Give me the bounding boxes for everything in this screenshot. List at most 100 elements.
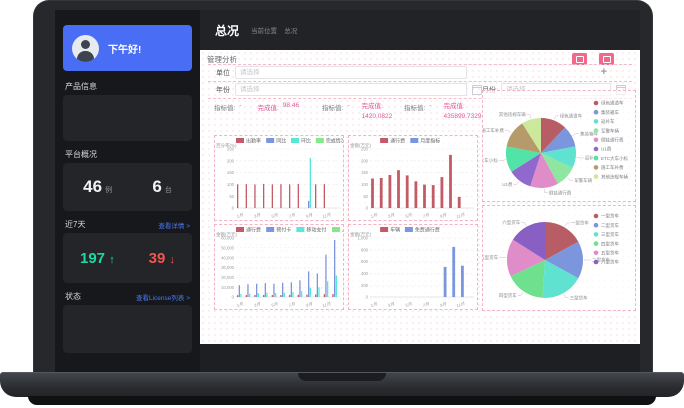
product-info-card xyxy=(63,95,192,141)
view-license-list-link[interactable]: 查看License列表 > xyxy=(135,294,190,302)
recent-7days-card: 197 ↑ 39 ↓ xyxy=(63,233,192,283)
dashboard-canvas: 管理分析 + 单位 xyxy=(200,50,640,344)
svg-text:1月: 1月 xyxy=(370,212,379,219)
section-title-recent7days: 近7天 xyxy=(65,220,86,229)
svg-text:月度指标: 月度指标 xyxy=(420,138,440,145)
svg-text:100: 100 xyxy=(227,182,235,187)
drag-handle-icon[interactable]: + xyxy=(600,66,607,78)
avatar xyxy=(72,34,99,62)
arrow-down-icon: ↓ xyxy=(169,253,176,266)
svg-text:通行费: 通行费 xyxy=(246,227,261,234)
done-value: 1420.0822 xyxy=(361,112,393,120)
svg-text:倒挂通行费: 倒挂通行费 xyxy=(601,137,624,144)
svg-text:返补车: 返补车 xyxy=(585,155,599,162)
svg-text:出勤率: 出勤率 xyxy=(246,138,261,145)
svg-text:六型货车: 六型货车 xyxy=(601,259,619,266)
svg-text:11月: 11月 xyxy=(456,301,466,309)
svg-text:二型货车: 二型货车 xyxy=(592,257,610,264)
svg-text:1月: 1月 xyxy=(236,212,245,219)
screen-content: 下午好! 产品信息 平台概况 46 例 6 台 xyxy=(55,10,640,374)
svg-text:金额(万元): 金额(万元) xyxy=(216,231,237,238)
edit-icon xyxy=(575,55,584,63)
bar-chart-free-toll[interactable]: 车辆 免费通行费 金额(万元) 0 200 400 600 800 1,000 1月 3月 5月 7月 9… xyxy=(348,224,478,310)
svg-text:四型货车: 四型货车 xyxy=(499,292,517,299)
panel-edit-button[interactable] xyxy=(572,53,587,65)
avatar-head xyxy=(81,39,90,49)
indicator-value: - xyxy=(347,102,350,109)
stat-value: 46 xyxy=(83,177,103,196)
calendar-icon[interactable] xyxy=(472,84,482,95)
section-title-status: 状态 xyxy=(65,292,81,301)
bar-chart-attendance[interactable]: 出勤率 同比 环比 完成情况百分率(%) 0 50 100 150 200 250 1月 3月 5月 7月… xyxy=(214,135,344,221)
svg-text:车辆: 车辆 xyxy=(390,227,400,234)
status-card xyxy=(63,305,192,353)
breadcrumb-label: 当前位置 xyxy=(251,28,278,35)
trend-down-value: 39 ↓ xyxy=(149,250,175,267)
svg-text:1月: 1月 xyxy=(236,301,245,308)
svg-text:0: 0 xyxy=(232,295,235,300)
done-value: 435899.7329 xyxy=(443,112,482,120)
svg-text:11月: 11月 xyxy=(322,301,332,309)
svg-text:军警车辆: 军警车辆 xyxy=(601,127,619,134)
grid-guide-line xyxy=(208,64,632,65)
sidebar: 下午好! 产品信息 平台概况 46 例 6 台 xyxy=(55,10,200,374)
svg-text:U1费: U1费 xyxy=(502,181,513,188)
svg-text:50: 50 xyxy=(363,194,368,199)
breadcrumb: 当前位置 总况 xyxy=(251,25,297,35)
svg-text:3月: 3月 xyxy=(387,301,396,308)
panel-settings-button[interactable] xyxy=(599,53,614,65)
year-select[interactable] xyxy=(235,83,467,96)
svg-text:U1费: U1费 xyxy=(601,146,612,153)
trend-up-value: 197 ↑ xyxy=(80,250,115,267)
svg-text:7月: 7月 xyxy=(288,212,297,219)
svg-text:3月: 3月 xyxy=(253,301,262,308)
svg-text:11月: 11月 xyxy=(322,212,332,220)
svg-text:0: 0 xyxy=(366,206,369,211)
done-label: 完成值: xyxy=(257,105,279,112)
laptop-base-shadow xyxy=(28,396,656,405)
done-value: 98.46 xyxy=(282,102,300,109)
svg-text:800: 800 xyxy=(361,247,369,252)
breadcrumb-current: 总况 xyxy=(284,28,298,35)
svg-text:三型货车: 三型货车 xyxy=(601,231,619,238)
year-label: 年份 xyxy=(216,86,230,94)
indicator-group-2: 指标值: - 完成值: 1420.0822 xyxy=(322,102,392,122)
filter-row-year: 年份 xyxy=(216,83,482,96)
section-title-platform: 平台概况 xyxy=(65,150,97,159)
svg-text:250: 250 xyxy=(227,147,235,152)
svg-text:免费通行费: 免费通行费 xyxy=(415,227,440,234)
svg-text:1,000: 1,000 xyxy=(358,236,369,241)
platform-stat-cases: 46 例 xyxy=(83,177,112,197)
svg-text:倒挂通行费: 倒挂通行费 xyxy=(549,189,572,196)
svg-text:400: 400 xyxy=(361,271,369,276)
main-area: 总况 当前位置 总况 管理分析 + xyxy=(200,10,640,374)
svg-text:9月: 9月 xyxy=(305,212,314,219)
page-title: 总况 xyxy=(215,23,240,38)
stat-value: 6 xyxy=(152,177,162,196)
svg-text:集装箱车: 集装箱车 xyxy=(580,130,598,137)
svg-text:金额(万元): 金额(万元) xyxy=(350,231,371,238)
unit-label: 单位 xyxy=(216,69,230,77)
laptop-base xyxy=(0,372,684,397)
svg-text:200: 200 xyxy=(227,158,235,163)
pie-chart-truck-types[interactable]: 一型货车二型货车三型货车四型货车五型货车六型货车一型货车二型货车三型货车四型货车… xyxy=(482,205,636,311)
svg-text:0: 0 xyxy=(366,295,369,300)
svg-text:60,000: 60,000 xyxy=(221,236,234,241)
settings-icon xyxy=(602,55,611,63)
platform-stat-devices: 6 台 xyxy=(152,177,171,197)
svg-text:7月: 7月 xyxy=(422,212,431,219)
canvas-footer-area xyxy=(200,344,640,374)
svg-text:移动支付: 移动支付 xyxy=(306,227,326,234)
avatar-body xyxy=(77,50,94,62)
svg-text:5月: 5月 xyxy=(405,212,414,219)
bar-chart-toll-amount[interactable]: 通行费 月度指标 金额(万元) 0 50 100 150 200 250 1月 3月 5月 7月 9月 11… xyxy=(348,135,478,221)
up-count: 197 xyxy=(79,249,106,267)
svg-text:月度指标: 月度指标 xyxy=(342,227,343,234)
pie-chart-vehicle-categories[interactable]: 绿色通道车集装箱车返补车军警车辆倒挂通行费U1费ETC大车小标施工车补费其他违规… xyxy=(482,90,636,202)
view-details-link[interactable]: 查看详情 > xyxy=(158,222,190,230)
unit-select[interactable] xyxy=(235,66,467,79)
svg-text:50,000: 50,000 xyxy=(221,245,234,250)
indicator-value: - xyxy=(429,102,432,109)
platform-overview-card: 46 例 6 台 xyxy=(63,163,192,211)
